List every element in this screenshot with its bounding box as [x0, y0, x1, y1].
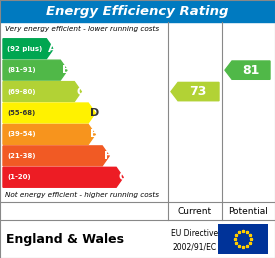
Text: B: B — [62, 65, 71, 75]
Text: Very energy efficient - lower running costs: Very energy efficient - lower running co… — [5, 26, 159, 32]
Text: (69-80): (69-80) — [7, 88, 35, 95]
Text: (39-54): (39-54) — [7, 131, 36, 138]
Polygon shape — [3, 39, 53, 59]
Polygon shape — [3, 124, 95, 144]
Text: C: C — [76, 87, 84, 96]
Text: 2002/91/EC: 2002/91/EC — [173, 242, 217, 251]
Bar — [0, 202, 275, 220]
Polygon shape — [3, 82, 81, 102]
Text: E: E — [90, 130, 98, 139]
Text: Potential: Potential — [229, 206, 268, 215]
Text: (1-20): (1-20) — [7, 174, 31, 180]
Text: Current: Current — [178, 206, 212, 215]
Text: EU Directive: EU Directive — [171, 229, 219, 238]
Text: (81-91): (81-91) — [7, 67, 36, 73]
Bar — [0, 0, 275, 22]
Text: (55-68): (55-68) — [7, 110, 35, 116]
Polygon shape — [171, 82, 219, 101]
Polygon shape — [3, 103, 95, 123]
Polygon shape — [3, 167, 123, 187]
Text: 81: 81 — [242, 64, 259, 77]
Text: Not energy efficient - higher running costs: Not energy efficient - higher running co… — [5, 192, 159, 198]
Text: England & Wales: England & Wales — [6, 232, 124, 246]
Bar — [218, 224, 268, 254]
Text: A: A — [48, 44, 57, 54]
Polygon shape — [3, 146, 109, 166]
Polygon shape — [3, 60, 67, 80]
Text: (21-38): (21-38) — [7, 153, 35, 159]
Text: (92 plus): (92 plus) — [7, 46, 42, 52]
Text: F: F — [104, 151, 112, 161]
Text: G: G — [118, 172, 127, 182]
Text: Energy Efficiency Rating: Energy Efficiency Rating — [46, 4, 229, 18]
Text: 73: 73 — [189, 85, 207, 98]
Text: D: D — [90, 108, 100, 118]
Polygon shape — [225, 61, 270, 79]
